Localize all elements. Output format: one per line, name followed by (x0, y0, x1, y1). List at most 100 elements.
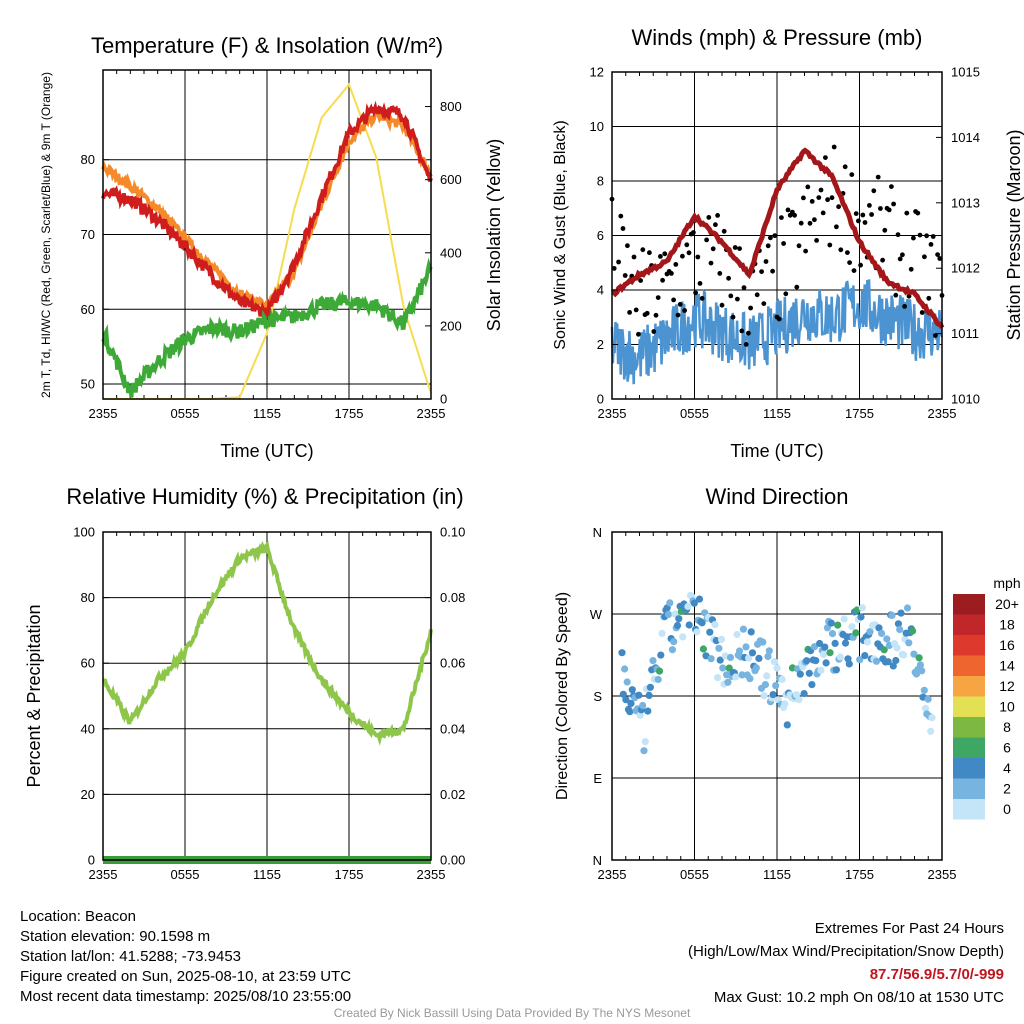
wind-right-y-tick-label: 1011 (951, 326, 979, 341)
wind-chart-title: Winds (mph) & Pressure (mb) (632, 25, 923, 50)
dir-x-tick-label: 2355 (928, 867, 957, 882)
direction-point (706, 628, 714, 636)
gust-point (917, 232, 923, 238)
direction-point (764, 652, 772, 661)
gust-point (904, 210, 910, 216)
gust-point (735, 296, 740, 302)
gust-point (860, 212, 866, 218)
wind-left-y-tick-label: 2 (597, 337, 604, 352)
temp-right-y-tick-label: 0 (440, 392, 447, 407)
latlon-text: Station lat/lon: 41.5288; -73.9453 (20, 948, 242, 965)
direction-point (883, 635, 891, 643)
gust-point (869, 212, 874, 217)
rh-left-y-tick-label: 80 (81, 590, 95, 605)
direction-point (619, 690, 627, 698)
gust-point (638, 278, 643, 283)
direction-point (805, 669, 813, 677)
gust-point (765, 243, 771, 249)
direction-point (698, 619, 706, 627)
gust-point (730, 314, 736, 320)
direction-point (897, 609, 905, 617)
direction-point (657, 651, 665, 659)
direction-point (893, 644, 901, 652)
direction-point (747, 628, 755, 636)
direction-point (884, 658, 892, 666)
direction-point (733, 630, 741, 639)
gust-point (933, 333, 938, 338)
gust-point (647, 250, 652, 256)
dir-x-tick-label: 1155 (763, 867, 791, 882)
legend-label: 4 (1003, 760, 1011, 776)
direction-point (920, 686, 928, 694)
direction-point (856, 656, 864, 664)
gust-point (728, 293, 734, 299)
rh-right-y-tick-label: 0.10 (440, 525, 465, 540)
gust-point (935, 252, 940, 257)
rh-left-y-tick-label: 60 (81, 656, 95, 671)
gust-point (785, 207, 791, 213)
gust-point (675, 312, 681, 318)
wind-left-y-tick-label: 10 (590, 119, 604, 134)
gust-point (737, 246, 742, 252)
gust-point (741, 285, 747, 290)
direction-point (759, 638, 767, 646)
rh-x-tick-label: 2355 (417, 867, 446, 882)
legend-label: 0 (1003, 801, 1011, 817)
gust-point (875, 174, 881, 180)
direction-point (745, 654, 753, 662)
direction-point (866, 628, 874, 636)
direction-point (796, 670, 804, 678)
gust-point (754, 292, 760, 298)
gust-point (930, 234, 936, 239)
gust-point (618, 213, 624, 219)
direction-point (778, 675, 786, 684)
gust-point (836, 204, 841, 210)
direction-point (654, 675, 662, 684)
temp-x-tick-label: 1755 (335, 406, 364, 421)
gust-point (768, 235, 773, 241)
gust-point (680, 253, 685, 259)
temp-right-y-tick-label: 600 (440, 172, 462, 187)
gust-point (715, 213, 720, 218)
gust-point (636, 331, 641, 337)
direction-point (748, 649, 757, 657)
gust-point (640, 247, 646, 253)
direction-point (628, 686, 636, 694)
rh-x-tick-label: 1155 (253, 867, 281, 882)
rh-right-y-tick-label: 0.04 (440, 721, 465, 736)
gust-point (829, 195, 835, 201)
direction-point (896, 625, 904, 634)
direction-point (666, 599, 674, 607)
credit-text: Created By Nick Bassill Using Data Provi… (333, 1006, 691, 1020)
direction-point (746, 675, 754, 683)
gust-point (658, 254, 663, 259)
direction-point (841, 639, 850, 647)
direction-point (928, 714, 936, 722)
gust-point (814, 238, 819, 243)
gust-point (651, 329, 657, 334)
gust-point (699, 296, 705, 301)
direction-point (905, 639, 913, 647)
direction-point (903, 604, 912, 612)
direction-point (658, 629, 666, 638)
gust-point (761, 301, 767, 306)
extremes-values: 87.7/56.9/5.7/0/-999 (869, 966, 1004, 983)
gust-point (878, 206, 883, 211)
direction-point (699, 645, 708, 653)
gust-point (812, 217, 817, 223)
direction-point (715, 644, 723, 652)
rh-series-line (102, 540, 433, 747)
direction-point (636, 711, 644, 719)
dir-y-axis-label: Direction (Colored By Speed) (554, 592, 571, 800)
gust-point (847, 260, 852, 265)
wind-left-y-tick-label: 12 (590, 65, 604, 80)
direction-point (644, 707, 652, 715)
direction-point (641, 738, 649, 746)
gust-point (886, 207, 892, 213)
direction-point (915, 654, 923, 662)
gust-point (627, 310, 632, 315)
direction-point (685, 621, 693, 629)
temp-right-y-tick-label: 800 (440, 99, 462, 114)
gust-point (816, 195, 822, 201)
direction-point (735, 647, 744, 655)
